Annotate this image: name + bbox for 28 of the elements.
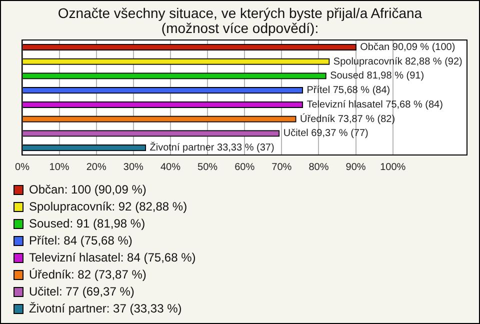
x-tick-label: 50% — [198, 162, 218, 173]
x-tick-label: 90% — [346, 162, 366, 173]
data-label: Spolupracovník 82,88 % (92) — [333, 56, 462, 68]
legend-label: Televizní hlasatel: 84 (75,68 %) — [29, 250, 196, 264]
x-tick-label: 100% — [380, 162, 406, 173]
legend-label: Přítel: 84 (75,68 %) — [29, 233, 132, 248]
x-tick-label: 80% — [308, 162, 329, 173]
legend-label: Učitel: 77 (69,37 %) — [29, 284, 134, 298]
legend-label: Životní partner: 37 (33,33 %) — [29, 301, 182, 316]
x-tick-label: 70% — [272, 162, 292, 173]
legend-label: Spolupracovník: 92 (82,88 %) — [29, 199, 188, 214]
x-tick-label: 30% — [123, 162, 144, 173]
x-tick-label: 60% — [234, 162, 255, 173]
x-tick-label: 40% — [160, 162, 181, 173]
data-label: Úředník 73,87 % (82) — [300, 112, 396, 125]
x-tick-label: 20% — [86, 162, 106, 173]
data-label: Občan 90,09 % (100) — [360, 42, 456, 53]
legend-label: Soused: 91 (81,98 %) — [29, 216, 146, 230]
data-label: Učitel 69,37 % (77) — [283, 128, 368, 140]
data-label: Televizní hlasatel 75,68 % (84) — [306, 99, 443, 110]
x-tick-label: 0% — [15, 162, 30, 173]
legend-label: Úředník: 82 (73,87 %) — [29, 267, 146, 282]
data-label: Životní partner 33,33 % (37) — [150, 142, 274, 154]
data-label: Soused 81,98 % (91) — [330, 70, 424, 82]
legend-label: Občan: 100 (90,09 %) — [29, 182, 146, 196]
chart-title: Označte všechny situace, ve kterých byste přijal/a Afričana (možnost více odpovědí): — [56, 4, 424, 36]
data-label: Přítel 75,68 % (84) — [306, 85, 390, 96]
x-tick-label: 10% — [49, 162, 70, 173]
